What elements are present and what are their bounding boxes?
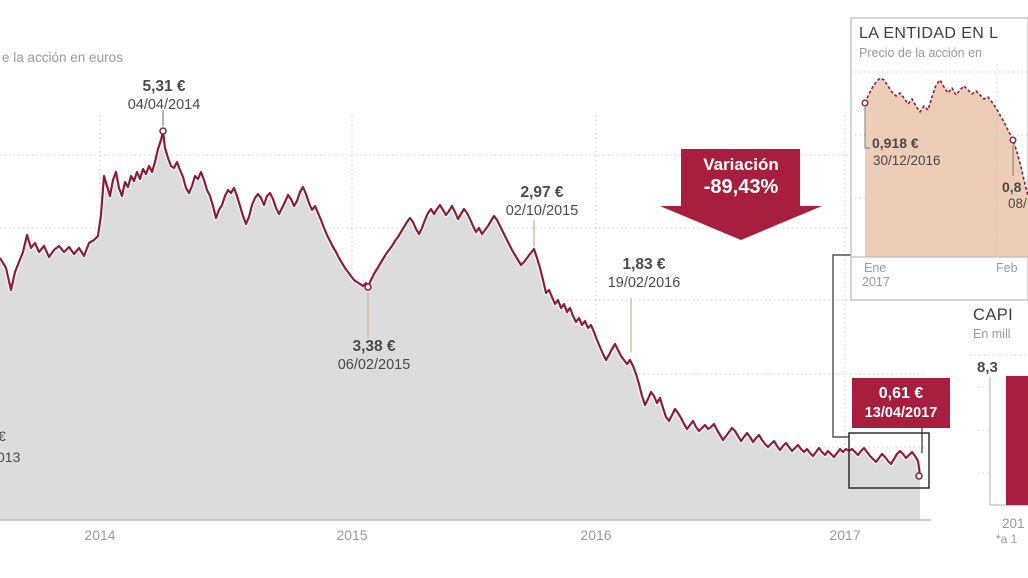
annotation-peak-date: 04/04/2014 bbox=[127, 96, 201, 113]
inset-panel-subtitle: Precio de la acción en bbox=[859, 46, 982, 60]
main-chart-subtitle-partial: e la acción en euros bbox=[2, 50, 123, 65]
inset-end-value-cut: 0,8 bbox=[1002, 179, 1022, 195]
cap-bar-category-cut: 201 bbox=[1002, 516, 1025, 531]
point-marker bbox=[364, 283, 372, 291]
last-price-callout: 0,61 € 13/04/2017 bbox=[852, 378, 950, 428]
variation-label: Variación bbox=[703, 155, 779, 174]
annotation-feb-2016: 1,83 € 19/02/2016 bbox=[608, 256, 681, 292]
last-price-date: 13/04/2017 bbox=[864, 404, 938, 421]
inset-annotation-connector bbox=[864, 107, 870, 149]
cap-section-subtitle-cut: En mill bbox=[973, 327, 1011, 341]
x-tick-2014: 2014 bbox=[84, 527, 116, 543]
capitalization-chart bbox=[970, 354, 1028, 506]
annotation-low-2015-date: 06/02/2015 bbox=[337, 356, 411, 373]
annotation-oct-2015-date: 02/10/2015 bbox=[505, 202, 579, 219]
price-area-fill bbox=[0, 131, 920, 520]
annotation-feb-2016-value: 1,83 € bbox=[622, 256, 666, 273]
inset-ytd-chart bbox=[850, 17, 1028, 301]
inset-x-tick-feb: Feb bbox=[996, 261, 1018, 275]
point-marker bbox=[159, 127, 167, 135]
inset-price-line bbox=[864, 77, 1028, 197]
annotation-oct-2015: 2,97 € 02/10/2015 bbox=[506, 184, 579, 220]
inset-end-date-cut: 08/ bbox=[1008, 196, 1027, 211]
variation-banner: Variación -89,43% bbox=[703, 154, 779, 200]
inset-bracket-connector bbox=[832, 254, 853, 438]
annotation-feb-2016-date: 19/02/2016 bbox=[607, 274, 681, 291]
inset-start-date: 30/12/2016 bbox=[873, 153, 941, 168]
annotation-low-2015: 3,38 € 06/02/2015 bbox=[338, 338, 411, 374]
annotation-low-2015-value: 3,38 € bbox=[352, 338, 396, 355]
point-marker bbox=[915, 472, 923, 480]
cap-footnote-cut: *a 1 bbox=[996, 532, 1018, 546]
annotation-peak: 5,31 € 04/04/2014 bbox=[128, 78, 201, 114]
price-line bbox=[0, 129, 922, 477]
cap-section-title-cut: CAPI bbox=[973, 306, 1014, 324]
cap-bar-value-cut: 8,3 bbox=[977, 359, 998, 376]
inset-x-tick-2017: 2017 bbox=[862, 275, 890, 289]
variation-banner-shape bbox=[660, 149, 822, 240]
main-price-chart bbox=[0, 110, 931, 521]
inset-start-value: 0,918 € bbox=[872, 135, 919, 151]
annotation-2013-value-cut: € bbox=[0, 428, 6, 444]
annotation-oct-2015-value: 2,97 € bbox=[520, 184, 564, 201]
x-tick-2017: 2017 bbox=[829, 527, 861, 543]
zoom-rectangle bbox=[848, 432, 930, 489]
inset-area-fill bbox=[865, 78, 1028, 257]
inset-x-tick-ene: Ene bbox=[864, 261, 887, 275]
annotation-peak-value: 5,31 € bbox=[142, 78, 186, 95]
annotation-2013-date-cut: 013 bbox=[0, 449, 21, 465]
inset-point-marker bbox=[1009, 136, 1017, 144]
cap-bar bbox=[1006, 376, 1028, 505]
inset-panel-title: LA ENTIDAD EN L bbox=[859, 25, 999, 42]
last-price-value: 0,61 € bbox=[878, 384, 924, 402]
x-tick-2015: 2015 bbox=[336, 527, 368, 543]
inset-point-marker bbox=[861, 99, 869, 107]
variation-value: -89,43% bbox=[703, 176, 779, 199]
x-tick-2016: 2016 bbox=[580, 527, 612, 543]
